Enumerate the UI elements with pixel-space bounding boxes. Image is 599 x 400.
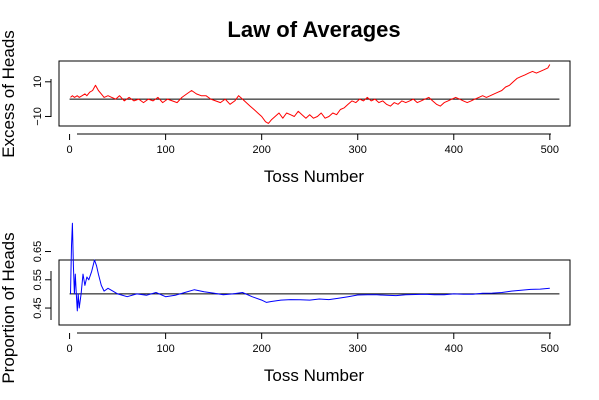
y-tick-label: 0.45 xyxy=(32,297,44,318)
x-axis-label: Toss Number xyxy=(264,167,364,186)
y-tick-label: 10 xyxy=(32,76,44,88)
x-tick-label: 0 xyxy=(67,144,73,156)
x-tick-label: 400 xyxy=(445,343,463,355)
x-axis-label: Toss Number xyxy=(264,366,364,385)
excess-heads-series-line xyxy=(70,64,551,124)
y-axis-label: Excess of Heads xyxy=(0,30,18,158)
x-tick-label: 0 xyxy=(67,343,73,355)
x-tick-label: 400 xyxy=(445,144,463,156)
x-tick-label: 200 xyxy=(252,144,270,156)
x-tick-label: 300 xyxy=(349,343,367,355)
plot-frame xyxy=(58,60,571,127)
plot-frame xyxy=(58,259,571,326)
x-tick-label: 100 xyxy=(156,144,174,156)
y-ticks: 0.45 0.55 0.65 xyxy=(32,241,51,319)
y-ticks: −10 10 xyxy=(32,76,51,126)
proportion-heads-series-line xyxy=(70,222,550,312)
proportion-of-heads-panel: 0 100 200 300 400 500 0.45 0.55 0.65 Toss Numbe… xyxy=(0,222,571,385)
y-tick-label: 0.65 xyxy=(32,241,44,262)
excess-of-heads-panel: 0 100 200 300 400 500 −10 10 Toss Number Exces… xyxy=(0,30,571,186)
x-ticks: 0 100 200 300 400 500 xyxy=(67,333,559,355)
x-tick-label: 500 xyxy=(541,144,559,156)
x-ticks: 0 100 200 300 400 500 xyxy=(67,134,559,156)
x-tick-label: 100 xyxy=(156,343,174,355)
x-tick-label: 500 xyxy=(541,343,559,355)
y-axis-label: Proportion of Heads xyxy=(0,232,18,383)
x-tick-label: 200 xyxy=(252,343,270,355)
x-tick-label: 300 xyxy=(349,144,367,156)
y-tick-label: 0.55 xyxy=(32,269,44,290)
y-tick-label: −10 xyxy=(32,107,44,126)
chart-title: Law of Averages xyxy=(227,17,400,42)
